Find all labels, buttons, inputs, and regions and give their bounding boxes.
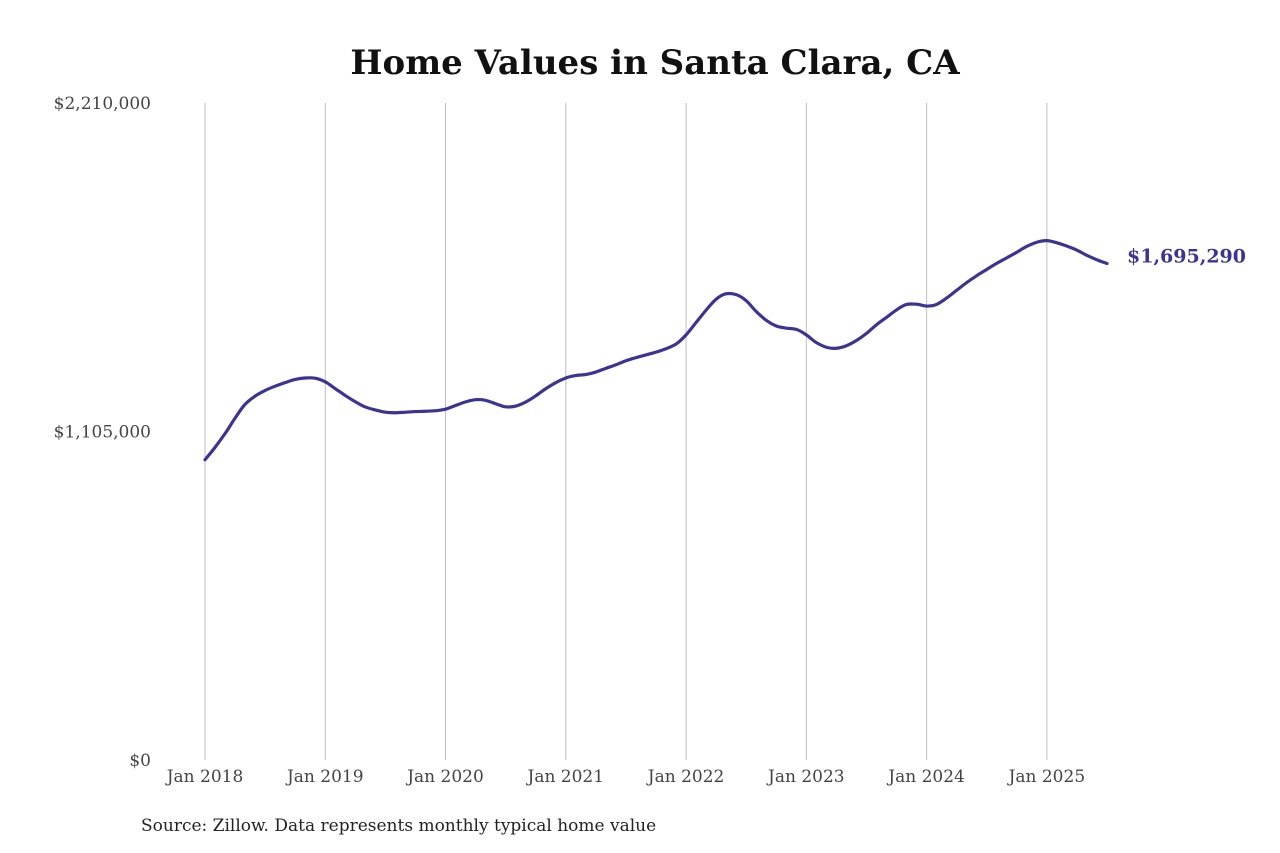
series-layer bbox=[203, 239, 1109, 462]
y-tick-label: $0 bbox=[129, 751, 151, 771]
last-value-label: $1,695,290 bbox=[1127, 246, 1246, 268]
gridlines bbox=[204, 103, 1048, 760]
x-tick-label: Jan 2024 bbox=[886, 767, 965, 787]
x-tick-label: Jan 2022 bbox=[646, 767, 725, 787]
y-tick-label: $1,105,000 bbox=[54, 423, 151, 443]
y-axis-tick-labels: $0 $1,105,000 $2,210,000 bbox=[54, 94, 151, 771]
chart-title: Home Values in Santa Clara, CA bbox=[350, 43, 960, 83]
source-note: Source: Zillow. Data represents monthly … bbox=[141, 816, 657, 836]
x-axis-tick-labels: Jan 2018 Jan 2019 Jan 2020 Jan 2021 Jan 2022… bbox=[165, 767, 1085, 787]
x-tick-label: Jan 2018 bbox=[165, 767, 244, 787]
x-tick-label: Jan 2023 bbox=[766, 767, 845, 787]
series-line-0 bbox=[203, 239, 1109, 462]
y-tick-label: $2,210,000 bbox=[54, 94, 151, 114]
x-tick-label: Jan 2025 bbox=[1007, 767, 1086, 787]
x-tick-label: Jan 2020 bbox=[405, 767, 484, 787]
x-tick-label: Jan 2019 bbox=[285, 767, 364, 787]
x-tick-label: Jan 2021 bbox=[526, 767, 605, 787]
